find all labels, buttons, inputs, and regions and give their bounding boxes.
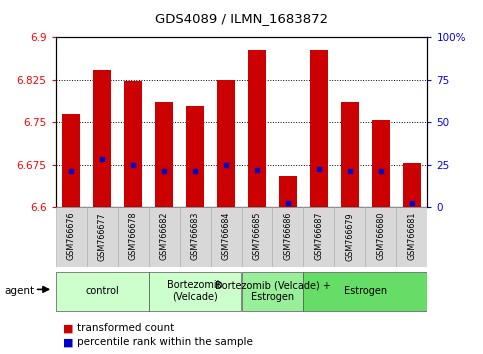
Text: percentile rank within the sample: percentile rank within the sample [77, 337, 253, 347]
Text: control: control [85, 286, 119, 296]
Bar [186, 106, 204, 207]
Bar [149, 272, 242, 311]
Text: GDS4089 / ILMN_1683872: GDS4089 / ILMN_1683872 [155, 12, 328, 25]
Bar [62, 114, 80, 207]
Bar [242, 272, 303, 311]
Bar [341, 102, 359, 207]
Text: GSM766678: GSM766678 [128, 212, 138, 261]
Bar [56, 272, 149, 311]
Text: GSM766680: GSM766680 [376, 212, 385, 260]
Bar [56, 207, 86, 267]
Bar [211, 207, 242, 267]
Bar [397, 207, 427, 267]
Text: Bortezomib
(Velcade): Bortezomib (Velcade) [167, 280, 223, 302]
Bar [272, 207, 303, 267]
Bar [366, 207, 397, 267]
Text: GSM766679: GSM766679 [345, 212, 355, 261]
Bar [217, 80, 235, 207]
Text: GSM766683: GSM766683 [190, 212, 199, 260]
Bar [372, 120, 390, 207]
Bar [86, 207, 117, 267]
Text: GSM766686: GSM766686 [284, 212, 293, 260]
Text: GSM766684: GSM766684 [222, 212, 230, 260]
Text: GSM766681: GSM766681 [408, 212, 416, 260]
Text: GSM766685: GSM766685 [253, 212, 261, 261]
Bar [303, 207, 334, 267]
Text: GSM766682: GSM766682 [159, 212, 169, 261]
Text: ■: ■ [63, 323, 73, 333]
Bar [124, 81, 142, 207]
Bar [248, 50, 266, 207]
Bar [117, 207, 149, 267]
Text: agent: agent [5, 286, 35, 296]
Bar [279, 176, 297, 207]
Bar [310, 50, 328, 207]
Text: transformed count: transformed count [77, 323, 174, 333]
Bar [180, 207, 211, 267]
Bar [149, 207, 180, 267]
Bar [242, 207, 272, 267]
Text: Estrogen: Estrogen [344, 286, 387, 296]
Text: GSM766687: GSM766687 [314, 212, 324, 261]
Bar [334, 207, 366, 267]
Text: ■: ■ [63, 337, 73, 347]
Bar [155, 102, 173, 207]
Text: GSM766677: GSM766677 [98, 212, 107, 261]
Text: Bortezomib (Velcade) +
Estrogen: Bortezomib (Velcade) + Estrogen [214, 280, 330, 302]
Bar [93, 70, 112, 207]
Bar [303, 272, 427, 311]
Bar [403, 163, 421, 207]
Text: GSM766676: GSM766676 [67, 212, 75, 261]
